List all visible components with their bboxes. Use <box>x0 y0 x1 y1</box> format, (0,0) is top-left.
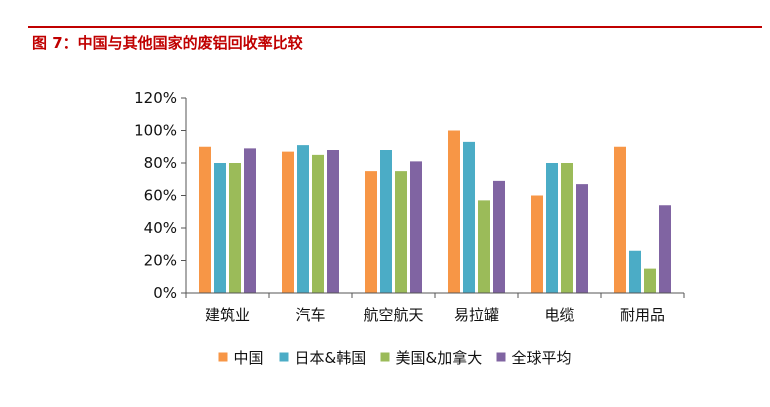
bar-3-3 <box>493 180 505 293</box>
bar-1-0 <box>282 151 294 293</box>
y-tick-label: 0% <box>153 284 177 302</box>
bar-3-1 <box>463 141 475 293</box>
bar-0-1 <box>214 163 226 293</box>
y-tick-label: 20% <box>144 252 177 270</box>
x-category-label: 耐用品 <box>620 306 665 324</box>
legend-label: 美国&加拿大 <box>396 349 483 367</box>
bar-1-3 <box>327 150 339 293</box>
bar-1-2 <box>312 154 324 293</box>
figure-title: 图 7：中国与其他国家的废铝回收率比较 <box>32 34 303 52</box>
legend-label: 中国 <box>234 349 264 367</box>
y-tick-label: 80% <box>144 154 177 172</box>
bars-layer <box>199 130 671 293</box>
legend-swatch <box>279 352 289 362</box>
x-category-label: 航空航天 <box>363 306 423 324</box>
bar-4-3 <box>576 184 588 293</box>
bar-2-2 <box>395 171 407 293</box>
bar-3-2 <box>478 200 490 293</box>
y-tick-label: 100% <box>134 122 177 140</box>
x-category-label: 建筑业 <box>205 306 250 324</box>
legend: 中国 日本&韩国 美国&加拿大 全球平均 <box>218 349 572 367</box>
y-tick-label: 120% <box>134 89 177 107</box>
bar-0-3 <box>244 148 256 293</box>
legend-label: 全球平均 <box>512 349 572 367</box>
x-category-label: 电缆 <box>544 306 574 324</box>
bar-1-1 <box>297 145 309 293</box>
legend-label: 日本&韩国 <box>295 349 367 367</box>
x-category-label: 易拉罐 <box>454 306 499 324</box>
labels-layer: 0% 20% 40% 60% 80% 100% 120% 建筑业 汽车 航空航天 易拉罐 电缆 耐用品 <box>134 89 665 324</box>
x-category-label: 汽车 <box>295 306 325 324</box>
bar-5-2 <box>644 268 656 293</box>
title-rule <box>28 26 762 28</box>
bar-0-2 <box>229 163 241 293</box>
y-tick-label: 40% <box>144 219 177 237</box>
bar-5-0 <box>614 146 626 293</box>
y-tick-label: 60% <box>144 187 177 205</box>
legend-swatch <box>218 352 228 362</box>
bar-5-3 <box>659 205 671 293</box>
bar-2-3 <box>410 161 422 293</box>
bar-4-0 <box>531 195 543 293</box>
legend-swatch <box>380 352 390 362</box>
legend-swatch <box>496 352 506 362</box>
bar-4-1 <box>546 163 558 293</box>
bar-2-1 <box>380 150 392 293</box>
bar-3-0 <box>448 130 460 293</box>
axes-layer <box>181 97 685 298</box>
bar-4-2 <box>561 163 573 293</box>
bar-5-1 <box>629 250 641 293</box>
bar-0-0 <box>199 146 211 293</box>
bar-2-0 <box>365 171 377 293</box>
